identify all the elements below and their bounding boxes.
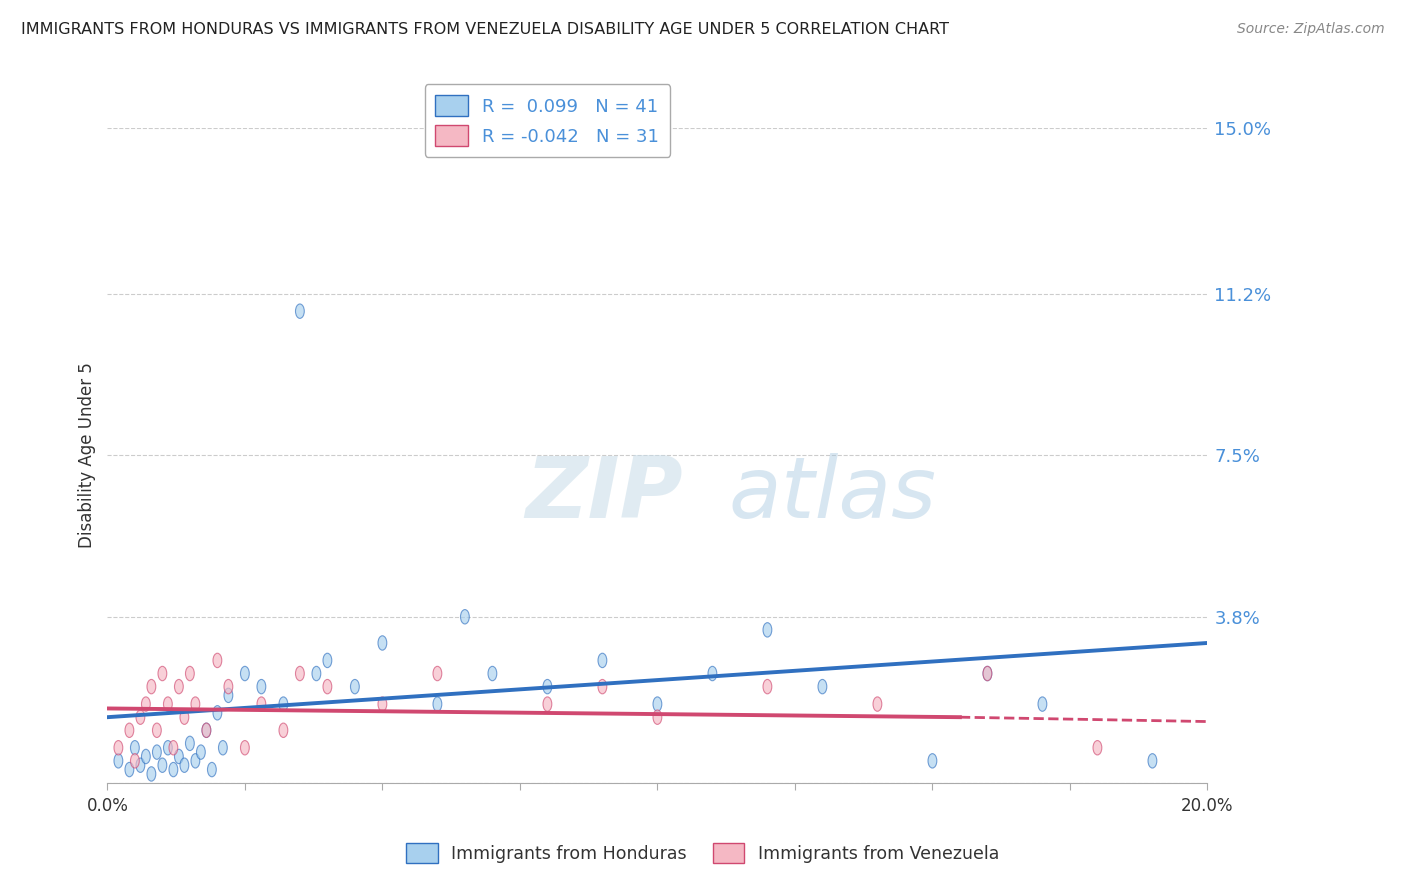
- Ellipse shape: [652, 710, 662, 724]
- Ellipse shape: [433, 666, 441, 681]
- Ellipse shape: [114, 754, 122, 768]
- Ellipse shape: [148, 680, 156, 694]
- Ellipse shape: [125, 723, 134, 738]
- Ellipse shape: [598, 680, 607, 694]
- Ellipse shape: [323, 653, 332, 667]
- Ellipse shape: [142, 749, 150, 764]
- Ellipse shape: [131, 740, 139, 755]
- Ellipse shape: [295, 304, 304, 318]
- Ellipse shape: [169, 740, 177, 755]
- Ellipse shape: [240, 740, 249, 755]
- Ellipse shape: [1149, 754, 1157, 768]
- Ellipse shape: [174, 680, 183, 694]
- Ellipse shape: [928, 754, 936, 768]
- Ellipse shape: [152, 745, 162, 759]
- Ellipse shape: [652, 697, 662, 711]
- Ellipse shape: [136, 710, 145, 724]
- Ellipse shape: [257, 697, 266, 711]
- Text: Source: ZipAtlas.com: Source: ZipAtlas.com: [1237, 22, 1385, 37]
- Ellipse shape: [763, 623, 772, 637]
- Ellipse shape: [983, 666, 991, 681]
- Text: ZIP: ZIP: [526, 453, 683, 536]
- Ellipse shape: [163, 697, 173, 711]
- Ellipse shape: [152, 723, 162, 738]
- Ellipse shape: [433, 697, 441, 711]
- Ellipse shape: [488, 666, 496, 681]
- Text: atlas: atlas: [728, 453, 936, 536]
- Ellipse shape: [191, 697, 200, 711]
- Ellipse shape: [818, 680, 827, 694]
- Ellipse shape: [709, 666, 717, 681]
- Ellipse shape: [197, 745, 205, 759]
- Ellipse shape: [763, 680, 772, 694]
- Ellipse shape: [208, 763, 217, 777]
- Ellipse shape: [873, 697, 882, 711]
- Ellipse shape: [191, 754, 200, 768]
- Ellipse shape: [131, 754, 139, 768]
- Ellipse shape: [174, 749, 183, 764]
- Ellipse shape: [157, 666, 167, 681]
- Ellipse shape: [218, 740, 228, 755]
- Ellipse shape: [212, 706, 222, 720]
- Ellipse shape: [136, 758, 145, 772]
- Ellipse shape: [278, 723, 288, 738]
- Ellipse shape: [240, 666, 249, 681]
- Ellipse shape: [1092, 740, 1102, 755]
- Ellipse shape: [186, 666, 194, 681]
- Ellipse shape: [224, 688, 233, 703]
- Ellipse shape: [1038, 697, 1047, 711]
- Ellipse shape: [312, 666, 321, 681]
- Ellipse shape: [543, 697, 551, 711]
- Ellipse shape: [543, 680, 551, 694]
- Ellipse shape: [169, 763, 177, 777]
- Ellipse shape: [598, 653, 607, 667]
- Legend: Immigrants from Honduras, Immigrants from Venezuela: Immigrants from Honduras, Immigrants fro…: [399, 836, 1007, 870]
- Ellipse shape: [983, 666, 991, 681]
- Text: IMMIGRANTS FROM HONDURAS VS IMMIGRANTS FROM VENEZUELA DISABILITY AGE UNDER 5 COR: IMMIGRANTS FROM HONDURAS VS IMMIGRANTS F…: [21, 22, 949, 37]
- Ellipse shape: [180, 758, 188, 772]
- Ellipse shape: [157, 758, 167, 772]
- Ellipse shape: [378, 636, 387, 650]
- Ellipse shape: [202, 723, 211, 738]
- Ellipse shape: [163, 740, 173, 755]
- Ellipse shape: [461, 609, 470, 624]
- Ellipse shape: [295, 666, 304, 681]
- Ellipse shape: [202, 723, 211, 738]
- Ellipse shape: [257, 680, 266, 694]
- Ellipse shape: [125, 763, 134, 777]
- Ellipse shape: [114, 740, 122, 755]
- Ellipse shape: [142, 697, 150, 711]
- Ellipse shape: [212, 653, 222, 667]
- Ellipse shape: [323, 680, 332, 694]
- Y-axis label: Disability Age Under 5: Disability Age Under 5: [79, 362, 96, 549]
- Ellipse shape: [278, 697, 288, 711]
- Ellipse shape: [224, 680, 233, 694]
- Ellipse shape: [148, 767, 156, 781]
- Ellipse shape: [378, 697, 387, 711]
- Ellipse shape: [186, 736, 194, 750]
- Legend: R =  0.099   N = 41, R = -0.042   N = 31: R = 0.099 N = 41, R = -0.042 N = 31: [425, 85, 671, 157]
- Ellipse shape: [350, 680, 360, 694]
- Ellipse shape: [180, 710, 188, 724]
